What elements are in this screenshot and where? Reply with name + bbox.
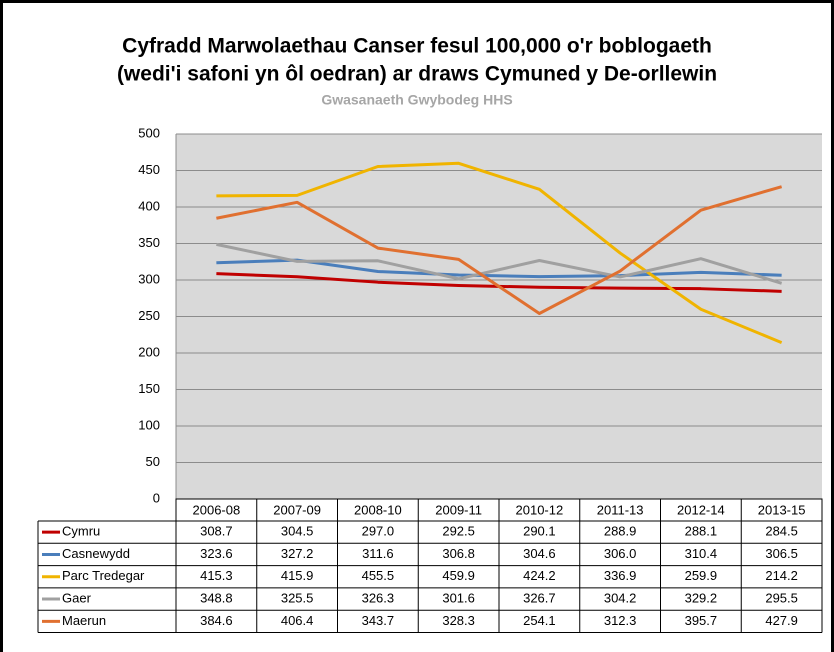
chart-title: Cyfradd Marwolaethau Canser fesul 100,00… (122, 35, 712, 58)
table-value: 292.5 (442, 524, 475, 539)
y-tick-label: 100 (138, 417, 160, 432)
y-tick-label: 50 (146, 454, 160, 469)
table-value: 304.6 (523, 546, 556, 561)
series-line (216, 161, 783, 345)
table-value: 304.2 (604, 590, 637, 605)
x-tick-label: 2013-15 (758, 502, 806, 517)
table-value: 415.3 (200, 568, 233, 583)
table-value: 284.5 (765, 524, 798, 539)
table-value: 328.3 (442, 613, 475, 628)
y-tick-label: 300 (138, 271, 160, 286)
x-tick-label: 2010-12 (516, 502, 564, 517)
table-value: 297.0 (362, 524, 395, 539)
x-tick-label: 2011-13 (597, 502, 644, 517)
y-tick-label: 450 (138, 162, 160, 177)
y-tick-label: 0 (153, 490, 160, 505)
y-tick-label: 150 (138, 381, 160, 396)
table-value: 326.3 (362, 590, 395, 605)
table-value: 327.2 (281, 546, 314, 561)
legend-label: Parc Tredegar (62, 568, 145, 583)
table-value: 288.9 (604, 524, 637, 539)
table-value: 306.0 (604, 546, 637, 561)
x-tick-label: 2012-14 (677, 502, 725, 517)
table-value: 288.1 (685, 524, 718, 539)
table-value: 312.3 (604, 613, 637, 628)
table-value: 306.5 (765, 546, 798, 561)
table-value: 301.6 (442, 590, 475, 605)
y-tick-label: 400 (138, 198, 160, 213)
table-value: 336.9 (604, 568, 637, 583)
table-value: 406.4 (281, 613, 314, 628)
table-value: 415.9 (281, 568, 314, 583)
x-tick-label: 2009-11 (435, 502, 482, 517)
y-tick-label: 200 (138, 344, 160, 359)
table-value: 259.9 (685, 568, 718, 583)
table-value: 214.2 (765, 568, 798, 583)
x-tick-label: 2007-09 (273, 502, 321, 517)
table-value: 290.1 (523, 524, 556, 539)
table-value: 326.7 (523, 590, 556, 605)
table-value: 323.6 (200, 546, 233, 561)
table-value: 295.5 (765, 590, 798, 605)
table-value: 311.6 (362, 546, 394, 561)
series-line (216, 242, 783, 285)
y-tick-label: 350 (138, 235, 160, 250)
legend-label: Gaer (62, 590, 92, 605)
table-value: 395.7 (685, 613, 718, 628)
table-value: 329.2 (685, 590, 718, 605)
x-tick-label: 2008-10 (354, 502, 402, 517)
table-value: 424.2 (523, 568, 556, 583)
table-value: 308.7 (200, 524, 233, 539)
chart-subtitle: Gwasanaeth Gwybodeg HHS (321, 92, 512, 108)
table-value: 459.9 (442, 568, 475, 583)
y-tick-label: 500 (138, 125, 160, 140)
table-value: 306.8 (442, 546, 475, 561)
table-value: 304.5 (281, 524, 314, 539)
y-tick-label: 250 (138, 308, 160, 323)
table-value: 427.9 (765, 613, 798, 628)
table-value: 348.8 (200, 590, 233, 605)
table-value: 384.6 (200, 613, 233, 628)
legend-label: Maerun (62, 613, 106, 628)
table-value: 325.5 (281, 590, 314, 605)
x-tick-label: 2006-08 (193, 502, 241, 517)
series-line (216, 185, 783, 316)
table-value: 310.4 (685, 546, 718, 561)
legend-label: Cymru (62, 524, 100, 539)
legend-label: Casnewydd (62, 546, 130, 561)
table-value: 455.5 (362, 568, 395, 583)
chart-title: (wedi'i safoni yn ôl oedran) ar draws Cy… (117, 63, 717, 86)
table-value: 254.1 (523, 613, 556, 628)
table-value: 343.7 (362, 613, 395, 628)
